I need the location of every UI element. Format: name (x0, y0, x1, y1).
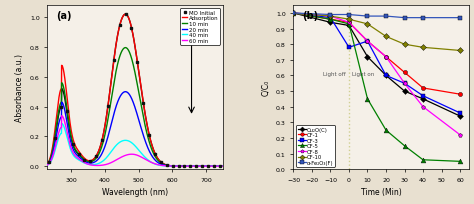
CF-5 (291, 13, 296, 15)
CF-1 (457, 93, 463, 96)
CF-8 (346, 22, 352, 24)
Text: (b): (b) (302, 11, 319, 21)
α-Fe₂O₃(F) (328, 14, 333, 17)
CF-1 (365, 41, 370, 43)
Text: Light on: Light on (352, 72, 374, 77)
CF-5 (328, 19, 333, 21)
Y-axis label: Absorbance (a.u.): Absorbance (a.u.) (15, 54, 24, 122)
CF-10 (457, 50, 463, 52)
CF-8 (291, 13, 296, 15)
CF-8 (365, 41, 370, 43)
CF-10 (291, 13, 296, 15)
CF-5 (420, 159, 426, 161)
CF-5 (365, 98, 370, 101)
X-axis label: Wavelength (nm): Wavelength (nm) (102, 187, 168, 196)
CF-3 (291, 13, 296, 15)
X-axis label: Time (Min): Time (Min) (361, 187, 402, 196)
CF-8 (328, 16, 333, 18)
CF-1 (383, 56, 389, 59)
CF-5 (346, 23, 352, 26)
CF-1 (291, 13, 296, 15)
CF-10 (346, 19, 352, 21)
CF-8 (457, 134, 463, 136)
Cu₂O(C) (328, 22, 333, 24)
Cu₂O(C) (401, 90, 407, 93)
α-Fe₂O₃(F) (420, 17, 426, 20)
CF-10 (365, 23, 370, 26)
CF-3 (346, 47, 352, 49)
Text: (a): (a) (56, 11, 72, 21)
α-Fe₂O₃(F) (346, 14, 352, 17)
CF-5 (401, 145, 407, 147)
Cu₂O(C) (291, 13, 296, 15)
Legend: MO Initial, Adsorption, 10 min, 20 min, 40 min, 60 min: MO Initial, Adsorption, 10 min, 20 min, … (180, 9, 220, 45)
Text: Light off: Light off (323, 72, 346, 77)
CF-10 (328, 16, 333, 18)
α-Fe₂O₃(F) (401, 17, 407, 20)
CF-10 (383, 36, 389, 38)
CF-10 (401, 44, 407, 46)
CF-1 (401, 72, 407, 74)
CF-3 (365, 41, 370, 43)
CF-8 (401, 83, 407, 85)
Cu₂O(C) (420, 98, 426, 101)
CF-3 (383, 75, 389, 77)
Line: CF-10: CF-10 (292, 12, 462, 53)
Line: CF-5: CF-5 (291, 11, 463, 164)
CF-1 (346, 22, 352, 24)
CF-1 (420, 87, 426, 90)
α-Fe₂O₃(F) (365, 16, 370, 18)
Line: α-Fe₂O₃(F): α-Fe₂O₃(F) (292, 12, 462, 21)
Line: CF-3: CF-3 (292, 12, 462, 115)
Cu₂O(C) (457, 115, 463, 118)
CF-1 (328, 19, 333, 21)
α-Fe₂O₃(F) (291, 13, 296, 15)
CF-8 (420, 106, 426, 108)
Cu₂O(C) (346, 25, 352, 28)
Line: CF-1: CF-1 (292, 12, 462, 97)
CF-5 (457, 160, 463, 163)
α-Fe₂O₃(F) (457, 17, 463, 20)
CF-3 (401, 83, 407, 85)
CF-3 (420, 95, 426, 98)
CF-3 (457, 112, 463, 115)
Line: Cu₂O(C): Cu₂O(C) (292, 12, 462, 119)
Cu₂O(C) (383, 75, 389, 77)
Cu₂O(C) (365, 56, 370, 59)
Y-axis label: C/C₀: C/C₀ (262, 80, 270, 96)
α-Fe₂O₃(F) (383, 16, 389, 18)
CF-8 (383, 56, 389, 59)
Legend: Cu₂O(C), CF-1, CF-3, CF-5, CF-8, CF-10, α-Fe₂O₃(F): Cu₂O(C), CF-1, CF-3, CF-5, CF-8, CF-10, … (296, 126, 336, 167)
Line: CF-8: CF-8 (292, 12, 462, 137)
CF-5 (383, 129, 389, 132)
CF-3 (328, 17, 333, 20)
CF-10 (420, 47, 426, 49)
